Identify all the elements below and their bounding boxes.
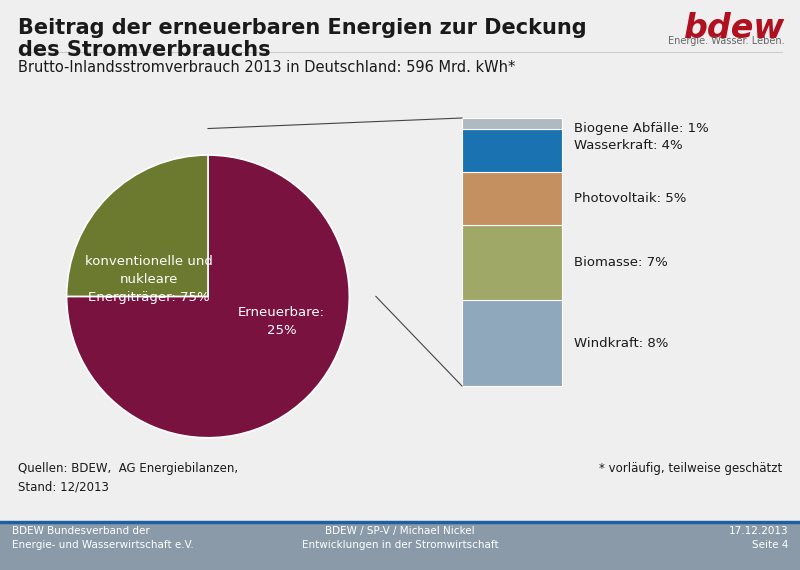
Text: * vorläufig, teilweise geschätzt: * vorläufig, teilweise geschätzt [598,462,782,475]
Bar [462,225,562,300]
Text: Brutto-Inlandsstromverbrauch 2013 in Deutschland: 596 Mrd. kWh*: Brutto-Inlandsstromverbrauch 2013 in Deu… [18,60,515,75]
Text: konventionelle und
nukleare
Energiträger: 75%: konventionelle und nukleare Energiträger… [85,255,213,304]
Text: BDEW / SP-V / Michael Nickel
Entwicklungen in der Stromwirtschaft: BDEW / SP-V / Michael Nickel Entwicklung… [302,526,498,550]
Text: bdew: bdew [684,12,785,45]
Text: Beitrag der erneuerbaren Energien zur Deckung: Beitrag der erneuerbaren Energien zur De… [18,18,586,38]
Text: 17.12.2013
Seite 4: 17.12.2013 Seite 4 [728,526,788,550]
Bar [462,118,562,129]
Text: Windkraft: 8%: Windkraft: 8% [574,337,668,349]
Bar [462,172,562,225]
Wedge shape [66,155,208,296]
Text: Quellen: BDEW,  AG Energiebilanzen,
Stand: 12/2013: Quellen: BDEW, AG Energiebilanzen, Stand… [18,462,238,493]
Text: Photovoltaik: 5%: Photovoltaik: 5% [574,192,686,205]
Text: des Stromverbrauchs: des Stromverbrauchs [18,40,270,60]
Wedge shape [66,155,350,438]
Text: Energie. Wasser. Leben.: Energie. Wasser. Leben. [668,36,785,46]
Bar [462,129,562,172]
Text: Erneuerbare:
25%: Erneuerbare: 25% [238,306,325,337]
Text: BDEW Bundesverband der
Energie- und Wasserwirtschaft e.V.: BDEW Bundesverband der Energie- und Wass… [12,526,194,550]
Bar [0,522,800,570]
Bar [462,300,562,386]
Text: Biomasse: 7%: Biomasse: 7% [574,256,668,269]
Text: Biogene Abfälle: 1%: Biogene Abfälle: 1% [574,122,709,135]
Text: Wasserkraft: 4%: Wasserkraft: 4% [574,139,682,152]
